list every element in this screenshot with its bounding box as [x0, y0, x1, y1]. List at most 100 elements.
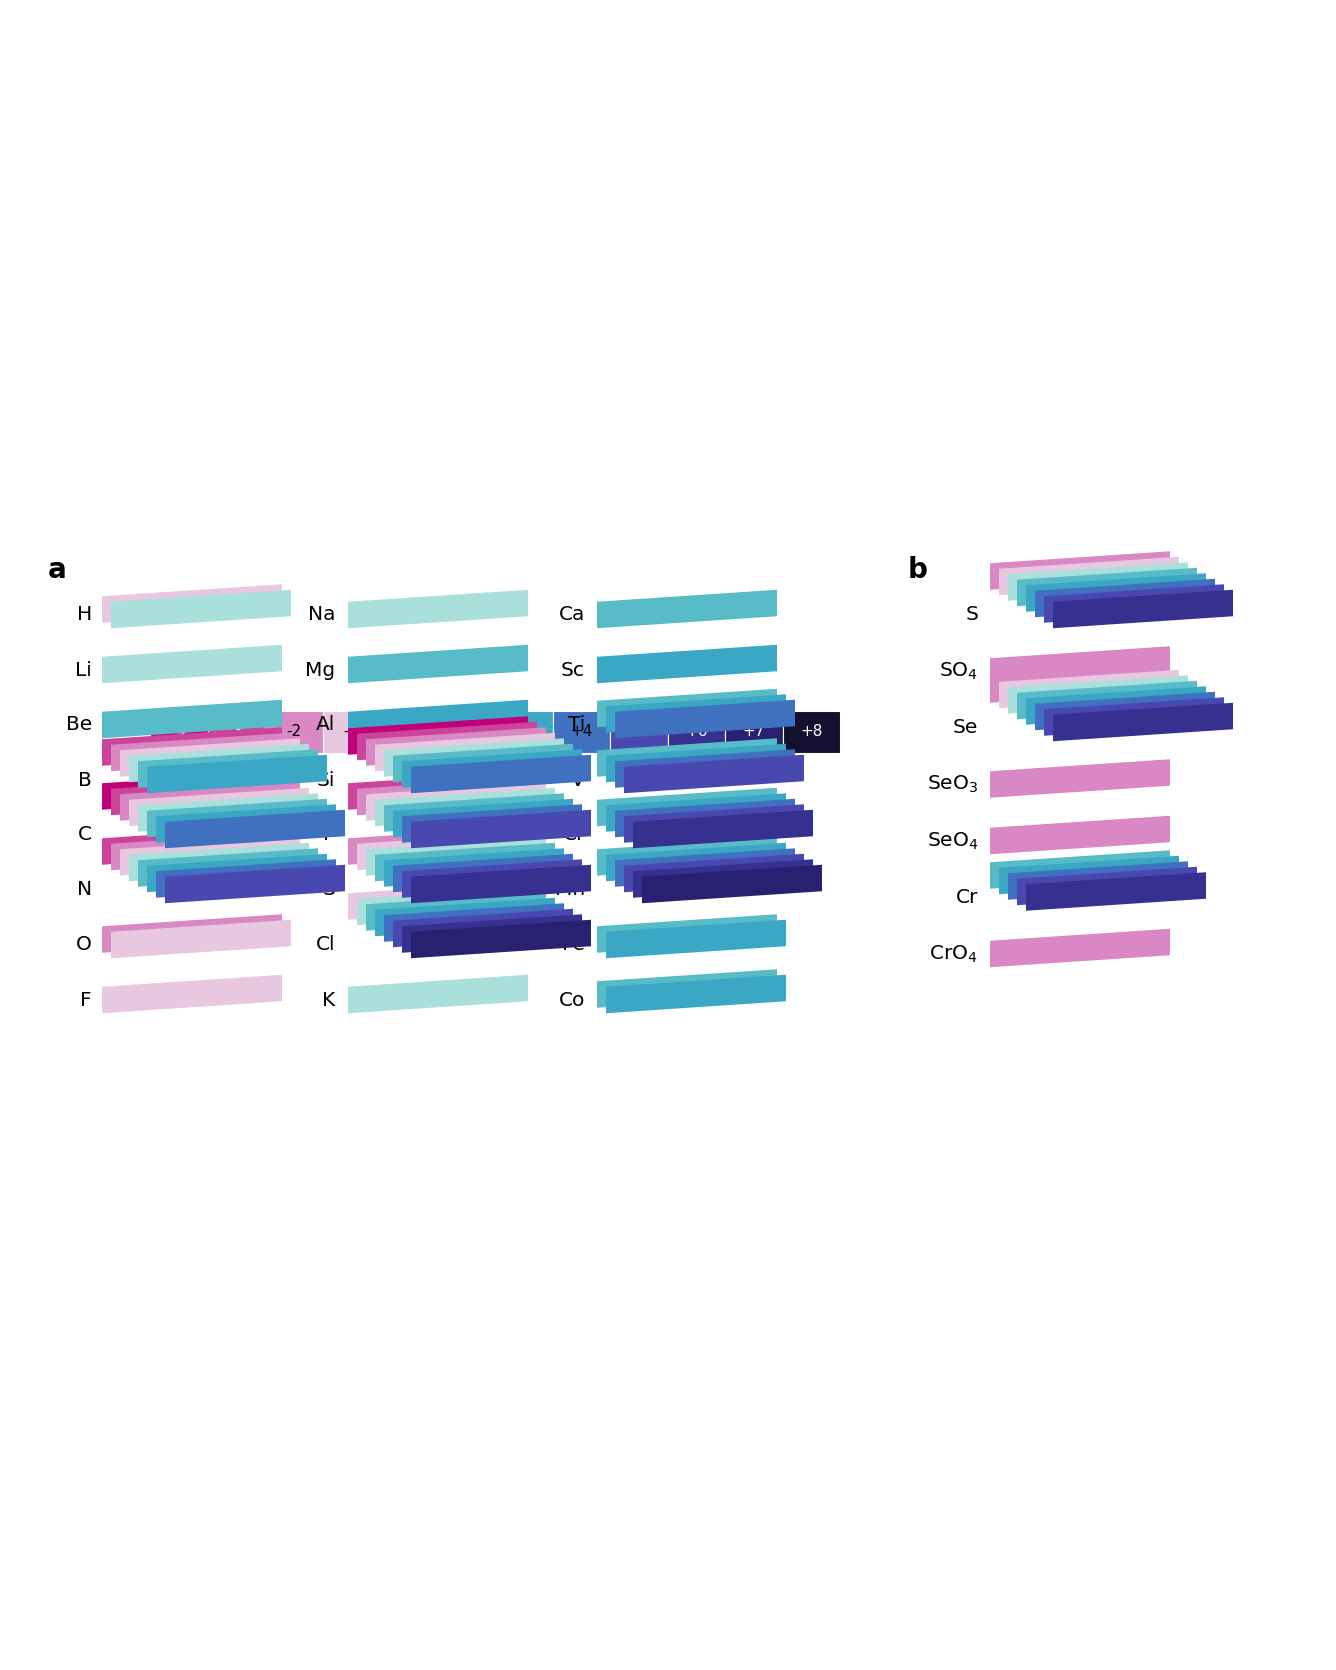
- Text: b: b: [908, 556, 929, 584]
- Polygon shape: [147, 755, 327, 793]
- Text: -1: -1: [343, 725, 359, 740]
- Polygon shape: [633, 810, 814, 848]
- Polygon shape: [999, 855, 1178, 893]
- Polygon shape: [347, 975, 528, 1014]
- Text: Cr: Cr: [562, 825, 585, 845]
- Text: +1: +1: [398, 725, 420, 740]
- Polygon shape: [1007, 563, 1188, 601]
- Polygon shape: [1043, 698, 1224, 736]
- Bar: [437, 711, 496, 753]
- Text: K: K: [322, 990, 335, 1009]
- Text: +8: +8: [800, 725, 823, 740]
- Polygon shape: [130, 788, 309, 827]
- Polygon shape: [120, 782, 301, 820]
- Polygon shape: [357, 887, 537, 925]
- Polygon shape: [402, 860, 582, 898]
- Polygon shape: [393, 743, 573, 782]
- Polygon shape: [607, 695, 786, 733]
- Polygon shape: [402, 750, 582, 788]
- Polygon shape: [102, 772, 282, 810]
- Polygon shape: [347, 772, 528, 810]
- Polygon shape: [402, 913, 582, 954]
- Polygon shape: [156, 860, 335, 898]
- Polygon shape: [383, 903, 564, 942]
- Polygon shape: [990, 760, 1170, 798]
- Polygon shape: [597, 969, 778, 1007]
- Polygon shape: [1035, 691, 1214, 730]
- Text: SeO$_4$: SeO$_4$: [927, 830, 978, 852]
- Polygon shape: [347, 882, 528, 920]
- Text: S: S: [965, 606, 978, 625]
- Polygon shape: [111, 733, 291, 772]
- Polygon shape: [120, 738, 301, 777]
- Text: Sc: Sc: [561, 661, 585, 680]
- Polygon shape: [156, 805, 335, 843]
- Bar: [668, 711, 725, 753]
- Polygon shape: [375, 733, 554, 772]
- Polygon shape: [347, 590, 528, 628]
- Bar: [379, 711, 437, 753]
- Polygon shape: [990, 850, 1170, 888]
- Text: -4: -4: [171, 725, 186, 740]
- Polygon shape: [615, 750, 795, 788]
- Text: F: F: [80, 990, 92, 1009]
- Polygon shape: [1035, 579, 1214, 618]
- Polygon shape: [357, 721, 537, 760]
- Polygon shape: [375, 898, 554, 937]
- Text: S: S: [322, 880, 335, 900]
- Bar: [207, 711, 265, 753]
- Polygon shape: [1026, 686, 1206, 725]
- Polygon shape: [375, 788, 554, 827]
- Bar: [725, 711, 783, 753]
- Text: CrO$_4$: CrO$_4$: [930, 944, 978, 965]
- Text: +4: +4: [570, 725, 592, 740]
- Bar: [265, 711, 322, 753]
- Polygon shape: [597, 913, 778, 954]
- Text: Ti: Ti: [568, 715, 585, 735]
- Polygon shape: [111, 920, 291, 959]
- Text: +6: +6: [685, 725, 708, 740]
- Polygon shape: [347, 716, 528, 755]
- Polygon shape: [1007, 862, 1188, 900]
- Polygon shape: [402, 805, 582, 843]
- Polygon shape: [597, 688, 778, 726]
- Text: a: a: [48, 556, 67, 584]
- Polygon shape: [615, 848, 795, 887]
- Polygon shape: [357, 777, 537, 815]
- Polygon shape: [615, 798, 795, 837]
- Polygon shape: [411, 865, 591, 903]
- Bar: [496, 711, 553, 753]
- Polygon shape: [411, 920, 591, 959]
- Polygon shape: [999, 670, 1178, 708]
- Polygon shape: [990, 646, 1170, 685]
- Polygon shape: [102, 827, 282, 865]
- Polygon shape: [597, 590, 778, 628]
- Polygon shape: [111, 777, 291, 815]
- Polygon shape: [607, 743, 786, 782]
- Polygon shape: [990, 929, 1170, 967]
- Polygon shape: [366, 782, 546, 820]
- Polygon shape: [366, 892, 546, 930]
- Polygon shape: [383, 738, 564, 777]
- Polygon shape: [375, 843, 554, 882]
- Polygon shape: [166, 865, 345, 903]
- Bar: [150, 711, 207, 753]
- Text: Na: Na: [307, 606, 335, 625]
- Polygon shape: [1043, 584, 1224, 623]
- Polygon shape: [102, 726, 282, 767]
- Text: O: O: [76, 935, 92, 955]
- Text: Se: Se: [953, 718, 978, 738]
- Polygon shape: [597, 645, 778, 683]
- Text: +7: +7: [743, 725, 766, 740]
- Polygon shape: [102, 584, 282, 623]
- Polygon shape: [1007, 675, 1188, 713]
- Text: -2: -2: [286, 725, 302, 740]
- Text: P: P: [323, 825, 335, 845]
- Polygon shape: [1017, 568, 1197, 606]
- Text: +5: +5: [628, 725, 649, 740]
- Polygon shape: [347, 827, 528, 865]
- Polygon shape: [111, 832, 291, 870]
- Polygon shape: [1026, 573, 1206, 611]
- Bar: [553, 711, 611, 753]
- Text: Ca: Ca: [558, 606, 585, 625]
